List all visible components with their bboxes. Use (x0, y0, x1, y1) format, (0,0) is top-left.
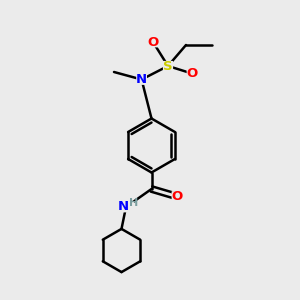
FancyBboxPatch shape (187, 68, 197, 79)
FancyBboxPatch shape (163, 61, 173, 71)
Text: N: N (136, 73, 147, 86)
Text: H: H (129, 197, 138, 208)
Text: O: O (186, 67, 198, 80)
FancyBboxPatch shape (148, 37, 158, 47)
FancyBboxPatch shape (136, 74, 147, 85)
Text: O: O (147, 35, 159, 49)
FancyBboxPatch shape (118, 202, 134, 212)
Text: O: O (171, 190, 183, 203)
Text: S: S (163, 59, 173, 73)
FancyBboxPatch shape (172, 191, 182, 202)
Text: N: N (118, 200, 129, 214)
